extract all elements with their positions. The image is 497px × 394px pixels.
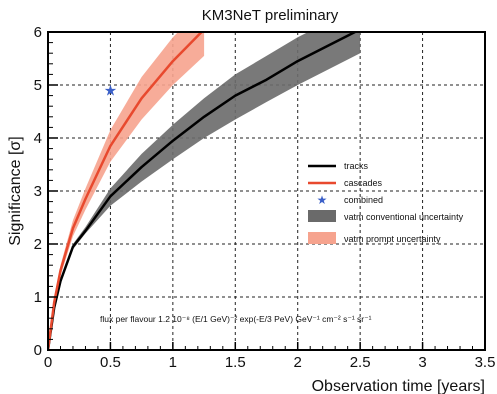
chart-title: KM3NeT preliminary [202,7,339,24]
legend-label-conventional: νatm conventional uncertainty [344,212,464,222]
x-axis-label: Observation time [years] [312,378,485,394]
y-axis-label: Significance [σ] [7,136,24,245]
legend-label-tracks: tracks [344,161,369,171]
x-tick-label: 2.5 [350,354,371,371]
legend: tracks cascades ★ combined νatm conventi… [308,161,464,244]
plot-area: ★ 0 0.5 1 1.5 2 2.5 3 3.5 0 1 2 3 4 5 6 [34,24,496,371]
flux-annotation: flux per flavour 1.2 10⁻⁸ (E/1 GeV)⁻² ex… [100,314,372,324]
x-tick-label: 2 [294,354,302,371]
y-tick-label: 0 [34,342,42,359]
legend-swatch-conventional [308,210,336,222]
point-combined: ★ [104,82,117,99]
line-cascades [48,32,204,350]
x-tick-label: 3.5 [475,354,496,371]
y-tick-label: 6 [34,24,42,41]
x-tick-label: 0 [44,354,52,371]
y-tick-label: 1 [34,289,42,306]
y-tick-label: 5 [34,77,42,94]
x-tick-label: 3 [418,354,426,371]
series-lines [48,32,358,350]
data-points: ★ [104,82,117,99]
x-tick-label: 1 [169,354,177,371]
legend-label-combined: combined [344,195,383,205]
legend-label-cascades: cascades [344,178,383,188]
x-tick-label: 0.5 [100,354,121,371]
axis-ticks: 0 0.5 1 1.5 2 2.5 3 3.5 0 1 2 3 4 5 6 [34,24,496,371]
band-cascades [48,32,205,350]
legend-swatch-prompt [308,232,336,244]
legend-label-prompt: νatm prompt uncertainty [344,234,441,244]
y-tick-label: 4 [34,130,42,147]
legend-swatch-combined: ★ [317,193,328,207]
line-tracks [48,32,358,350]
x-tick-label: 1.5 [225,354,246,371]
y-tick-label: 2 [34,236,42,253]
band-tracks [48,32,361,350]
y-tick-label: 3 [34,183,42,200]
uncertainty-bands [48,32,361,350]
